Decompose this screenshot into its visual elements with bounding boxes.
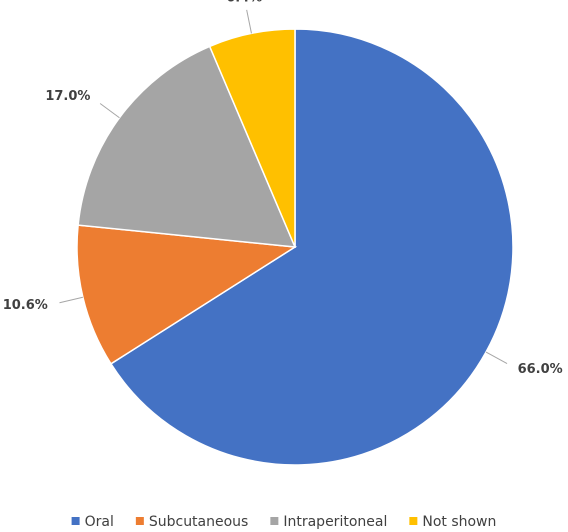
legend-swatch — [270, 517, 279, 525]
leader-line — [246, 9, 252, 34]
legend-label: Subcutaneous — [149, 514, 249, 530]
leader-line — [99, 103, 120, 119]
legend-swatch — [135, 517, 144, 525]
pie-slice — [208, 28, 296, 248]
legend-swatch — [71, 517, 80, 525]
legend-swatch — [409, 517, 418, 525]
data-label: 10.6% — [3, 298, 48, 313]
legend-label: Intraperitoneal — [283, 514, 387, 530]
pie-slice — [76, 224, 298, 365]
leader-line — [485, 351, 508, 365]
leader-line — [59, 296, 83, 304]
data-label: 66.0% — [518, 362, 563, 377]
legend-label: Not shown — [422, 514, 496, 530]
pie-slice — [77, 45, 297, 248]
data-label: 6.4% — [226, 0, 262, 6]
data-label: 17.0% — [45, 89, 90, 104]
legend-label: Oral — [85, 514, 114, 530]
